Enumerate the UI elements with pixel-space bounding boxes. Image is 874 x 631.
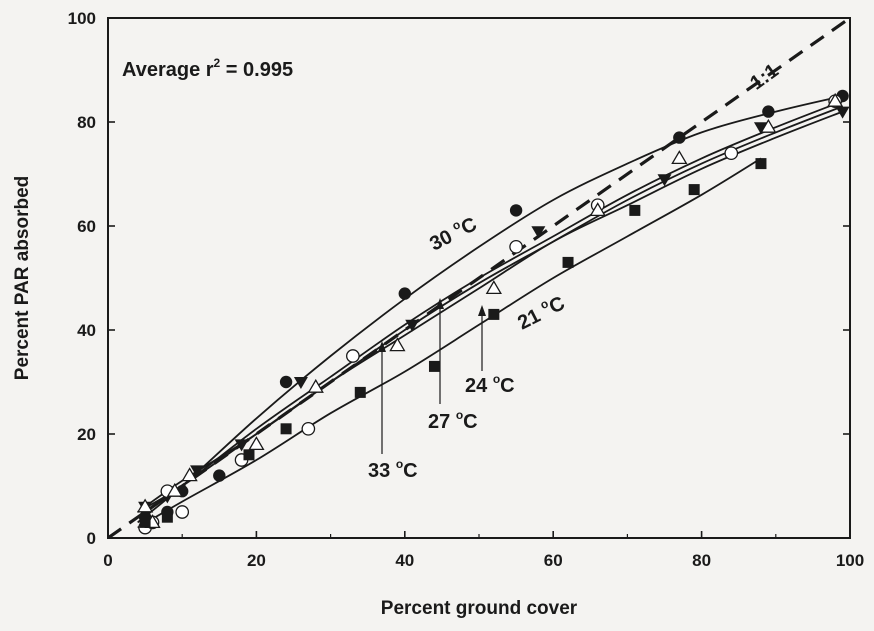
r-squared-value: = 0.995 — [220, 59, 293, 81]
arrow-24-head — [478, 305, 486, 316]
data-point-30 — [673, 131, 685, 143]
y-tick-label: 60 — [77, 217, 96, 236]
data-point-21 — [563, 257, 574, 268]
x-tick-label: 40 — [395, 551, 414, 570]
data-point-24 — [487, 281, 501, 293]
y-tick-label: 40 — [77, 321, 96, 340]
data-point-33 — [294, 377, 308, 389]
x-tick-label: 60 — [544, 551, 563, 570]
data-point-30 — [510, 204, 522, 216]
svg-text:21 oC: 21 oC — [513, 290, 569, 335]
data-point-21 — [162, 512, 173, 523]
y-tick-label: 100 — [68, 9, 96, 28]
data-point-27 — [510, 241, 522, 253]
svg-text:30 oC: 30 oC — [425, 211, 481, 256]
x-axis: 0 20 40 60 80 100 — [103, 531, 864, 570]
series-label-33: 33 oC — [368, 341, 418, 482]
data-point-21 — [140, 517, 151, 528]
r-squared-annotation: Average r2 = 0.995 — [122, 56, 293, 81]
y-axis: 0 20 40 60 80 100 — [68, 9, 850, 548]
fit-curve-21 — [138, 158, 761, 527]
data-point-30 — [762, 105, 774, 117]
x-tick-label: 20 — [247, 551, 266, 570]
x-axis-title: Percent ground cover — [381, 598, 578, 619]
data-point-30 — [280, 376, 292, 388]
series-label-24-value: 24 — [465, 375, 488, 397]
data-point-21 — [243, 449, 254, 460]
series-label-30: 30 oC — [425, 211, 481, 256]
svg-text:24 oC: 24 oC — [465, 372, 515, 397]
data-point-30 — [399, 287, 411, 299]
data-point-21 — [429, 361, 440, 372]
y-axis-title: Percent PAR absorbed — [12, 176, 33, 380]
data-point-21 — [755, 158, 766, 169]
x-tick-label: 80 — [692, 551, 711, 570]
data-point-21 — [355, 387, 366, 398]
data-point-21 — [281, 423, 292, 434]
data-point-21 — [689, 184, 700, 195]
svg-text:33 oC: 33 oC — [368, 457, 418, 482]
data-point-24 — [249, 437, 263, 449]
data-point-24 — [672, 151, 686, 163]
data-point-27 — [176, 506, 188, 518]
data-point-30 — [213, 469, 225, 481]
data-point-27 — [347, 350, 359, 362]
series-label-27-value: 27 — [428, 411, 450, 433]
series-label-21: 21 oC — [513, 290, 569, 335]
series-label-33-value: 33 — [368, 460, 390, 482]
y-tick-label: 20 — [77, 425, 96, 444]
x-tick-label: 100 — [836, 551, 864, 570]
x-tick-label: 0 — [103, 551, 112, 570]
reference-line-label: 1:1 — [746, 60, 782, 95]
data-point-27 — [725, 147, 737, 159]
data-point-27 — [302, 423, 314, 435]
data-point-24 — [309, 380, 323, 392]
y-tick-label: 80 — [77, 113, 96, 132]
data-point-21 — [488, 309, 499, 320]
r-squared-prefix: Average r — [122, 59, 214, 81]
y-tick-label: 0 — [87, 529, 96, 548]
data-point-21 — [629, 205, 640, 216]
svg-text:27 oC: 27 oC — [428, 408, 478, 433]
